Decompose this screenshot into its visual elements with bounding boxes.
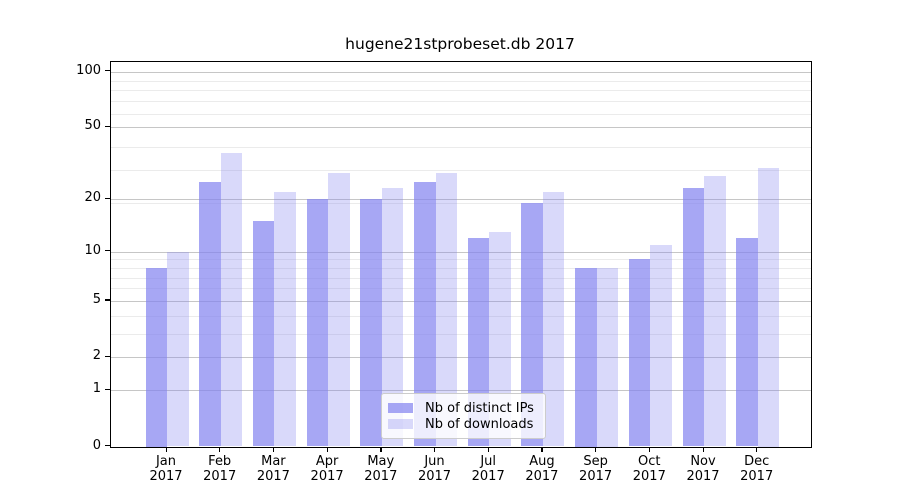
x-tick-dec — [756, 446, 758, 452]
x-tick-oct — [648, 446, 651, 452]
legend-label-downloads: Nb of downloads — [425, 416, 534, 432]
gridline-minor — [111, 315, 811, 317]
gridline-minor — [111, 268, 811, 269]
gridline-major-10 — [111, 251, 811, 253]
bar-ips-nov — [682, 188, 704, 447]
gridline-minor — [111, 288, 811, 290]
bar-downloads-sep — [596, 268, 619, 447]
x-tick-label-mar: Mar 2017 — [256, 453, 290, 485]
x-tick-may — [380, 446, 382, 452]
bar-downloads-nov — [704, 175, 726, 447]
y-tick-label-5: 5 — [92, 291, 101, 307]
legend-swatch-downloads — [388, 419, 413, 429]
x-tick-label-jun: Jun 2017 — [417, 453, 452, 485]
y-tick-5 — [104, 299, 110, 301]
bar-downloads-feb — [220, 153, 243, 447]
x-tick-jan — [165, 446, 167, 452]
x-tick-label-aug: Aug 2017 — [525, 453, 559, 485]
gridline-minor — [111, 333, 811, 335]
x-tick-sep — [595, 446, 597, 452]
plot-area: Nb of distinct IPs Nb of downloads — [110, 61, 812, 448]
x-tick-label-jul: Jul 2017 — [471, 453, 505, 485]
x-tick-label-sep: Sep 2017 — [579, 453, 613, 485]
legend-item-distinct-ips: Nb of distinct IPs — [388, 400, 539, 416]
x-tick-label-dec: Dec 2017 — [740, 453, 774, 485]
x-tick-feb — [219, 446, 221, 452]
x-tick-aug — [541, 446, 543, 452]
chart-title: hugene21stprobeset.db 2017 — [345, 35, 575, 53]
gridline-minor — [111, 170, 811, 172]
y-tick-label-0: 0 — [92, 437, 101, 453]
y-tick-label-100: 100 — [76, 62, 101, 78]
bar-downloads-aug — [542, 191, 565, 447]
x-tick-nov — [702, 446, 704, 452]
bar-ips-mar — [252, 221, 275, 447]
gridline-minor — [111, 277, 811, 279]
legend-swatch-distinct-ips — [388, 403, 413, 413]
x-tick-label-jan: Jan 2017 — [149, 453, 183, 485]
x-tick-label-oct: Oct 2017 — [632, 453, 666, 485]
y-tick-2 — [104, 355, 110, 357]
y-tick-1 — [104, 388, 110, 390]
bar-ips-feb — [199, 181, 221, 447]
x-tick-label-apr: Apr 2017 — [310, 453, 344, 485]
legend-item-downloads: Nb of downloads — [388, 416, 539, 432]
bar-ips-oct — [628, 259, 651, 447]
y-tick-100 — [104, 70, 110, 72]
gridline-minor — [111, 146, 811, 148]
bar-downloads-jun — [435, 172, 457, 447]
y-tick-label-2: 2 — [92, 348, 101, 364]
gridline-major-1 — [111, 390, 811, 392]
bar-ips-sep — [575, 268, 597, 447]
gridline-minor — [111, 80, 811, 82]
y-tick-50 — [104, 125, 110, 127]
bar-ips-apr — [306, 199, 329, 447]
x-tick-label-may: May 2017 — [364, 453, 398, 485]
bar-ips-may — [360, 199, 382, 447]
x-tick-mar — [272, 446, 275, 452]
bar-ips-jun — [414, 181, 436, 447]
gridline-major-2 — [111, 357, 811, 359]
x-tick-jul — [487, 446, 489, 452]
y-tick-20 — [104, 197, 110, 199]
x-tick-jun — [434, 446, 436, 452]
legend-label-distinct-ips: Nb of distinct IPs — [425, 400, 534, 416]
bar-downloads-apr — [328, 172, 350, 447]
legend: Nb of distinct IPs Nb of downloads — [381, 393, 546, 439]
y-tick-label-20: 20 — [84, 190, 101, 206]
gridline-major-100 — [111, 71, 811, 73]
grid-layer — [111, 62, 811, 447]
x-tick-apr — [326, 446, 328, 452]
bar-ips-aug — [521, 203, 543, 447]
gridline-minor — [111, 259, 811, 261]
bar-downloads-mar — [274, 191, 296, 447]
x-tick-label-nov: Nov 2017 — [686, 453, 720, 485]
x-tick-label-feb: Feb 2017 — [203, 453, 237, 485]
gridline-major-5 — [111, 300, 811, 302]
gridline-minor — [111, 90, 811, 92]
bar-downloads-jan — [167, 251, 189, 447]
bar-downloads-jul — [489, 232, 511, 447]
bar-ips-jan — [145, 268, 167, 447]
y-tick-10 — [104, 250, 110, 252]
y-tick-label-50: 50 — [84, 118, 101, 133]
bar-downloads-oct — [650, 244, 672, 447]
gridline-minor — [111, 101, 811, 103]
gridline-major-50 — [111, 127, 811, 128]
gridline-minor — [111, 113, 811, 115]
bar-downloads-dec — [757, 167, 780, 447]
bars-layer — [111, 62, 811, 447]
y-tick-label-10: 10 — [84, 242, 101, 258]
gridline-minor — [111, 203, 811, 205]
bar-downloads-may — [381, 188, 404, 447]
y-tick-label-1: 1 — [92, 381, 101, 397]
gridline-major-20 — [111, 199, 811, 201]
bar-ips-dec — [736, 238, 758, 447]
y-tick-0 — [104, 445, 110, 447]
